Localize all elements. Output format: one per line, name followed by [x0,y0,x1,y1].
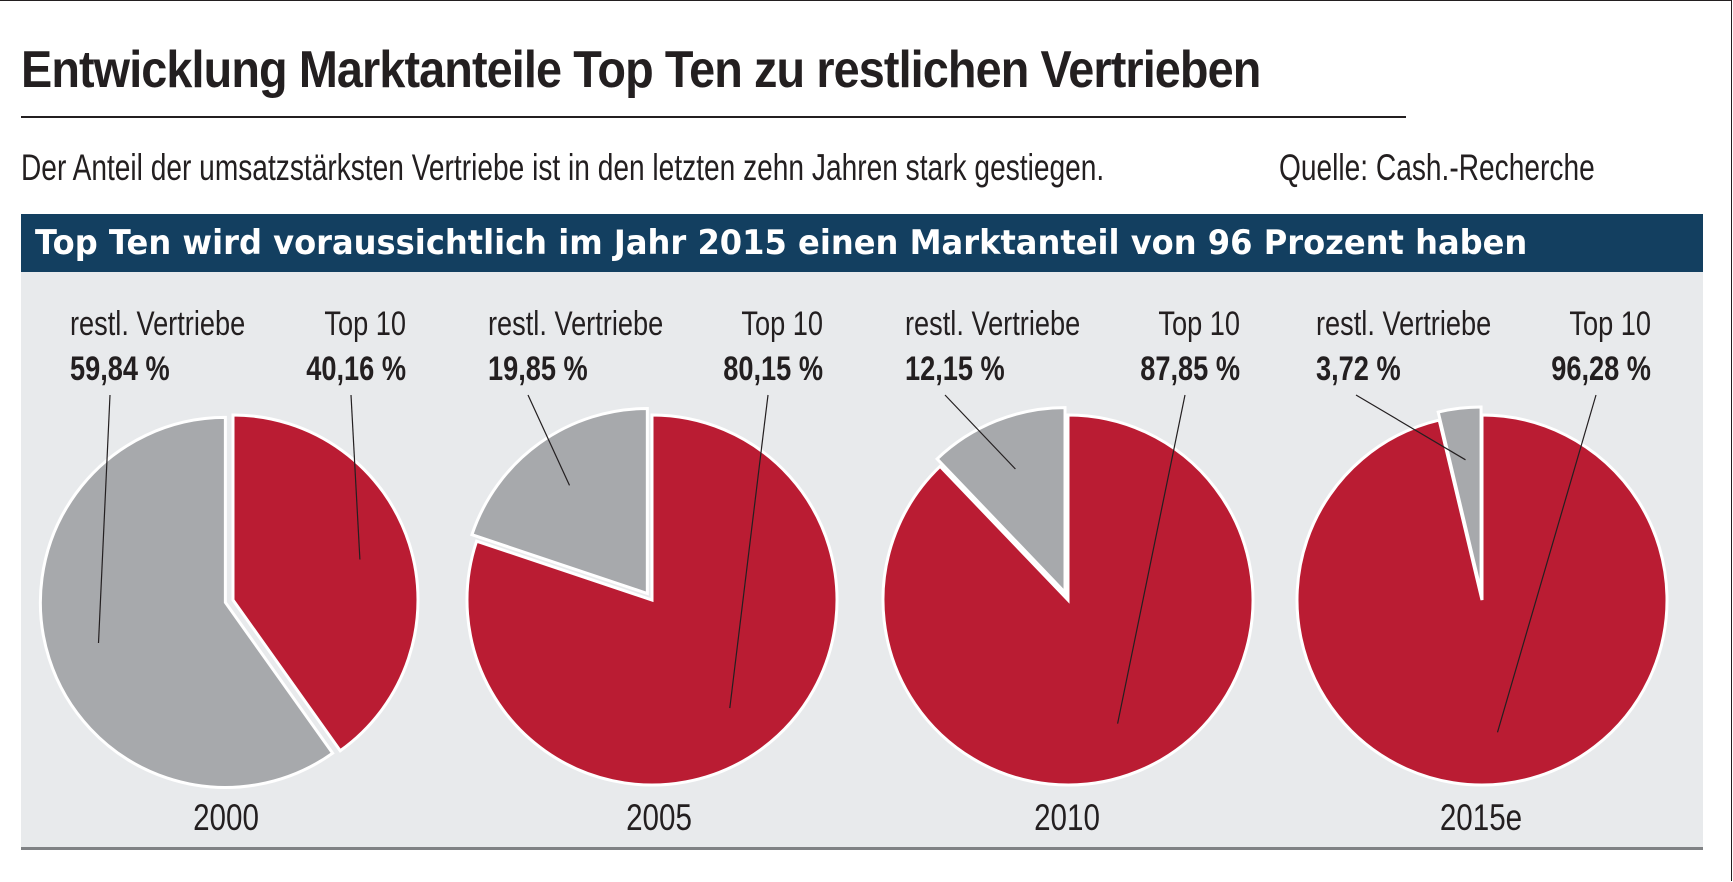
leader-line-rest-2015e [1355,394,1466,461]
label-top10-name-2010: Top 10 [1158,304,1240,343]
label-top10-value-2005: 80,15 % [723,349,823,388]
slice-rest-2000 [38,415,335,789]
leader-line-top10-2005 [729,394,769,709]
label-rest-value-2000: 59,84 % [70,349,170,388]
label-rest-value-2015e: 3,72 % [1316,349,1401,388]
pie-2010 [881,394,1255,787]
leader-line-rest-2005 [527,394,571,486]
label-top10-value-2015e: 96,28 % [1551,349,1651,388]
label-rest-value-2005: 19,85 % [488,349,588,388]
leader-line-rest-2000 [97,394,111,644]
label-top10-value-2000: 40,16 % [306,349,406,388]
label-rest-name-2005: restl. Vertriebe [488,304,663,343]
slice-top10-2015e [1295,413,1669,787]
label-top10-name-2005: Top 10 [741,304,823,343]
chart-title: Entwicklung Marktanteile Top Ten zu rest… [21,41,1261,99]
label-rest-name-2010: restl. Vertriebe [905,304,1080,343]
pie-2000 [38,394,420,789]
label-rest-value-2010: 12,15 % [905,349,1005,388]
label-top10-name-2015e: Top 10 [1569,304,1651,343]
pie-2005 [465,394,839,787]
slice-top10-2010 [881,413,1255,787]
label-top10-name-2000: Top 10 [324,304,406,343]
year-label-2000: 2000 [193,798,259,839]
label-rest-name-2000: restl. Vertriebe [70,304,245,343]
pie-2015e [1295,394,1669,787]
slice-top10-2000 [231,413,420,753]
leader-line-top10-2000 [350,394,361,560]
slice-rest-2015e [1436,405,1483,593]
label-rest-name-2015e: restl. Vertriebe [1316,304,1491,343]
slice-rest-2010 [934,406,1067,597]
source-note: Quelle: Cash.-Recherche [1279,147,1595,188]
panel-bottom-rule [21,847,1703,850]
label-top10-value-2010: 87,85 % [1140,349,1240,388]
slice-rest-2005 [470,407,649,596]
leader-line-rest-2010 [944,394,1016,470]
slice-top10-2005 [465,413,839,787]
headline-banner: Top Ten wird voraussichtlich im Jahr 201… [21,214,1703,272]
chart-subtitle: Der Anteil der umsatzstärksten Vertriebe… [21,147,1105,188]
leader-line-top10-2015e [1496,394,1597,733]
title-divider [21,116,1406,118]
year-label-2005: 2005 [626,798,692,839]
year-label-2015e: 2015e [1440,798,1522,839]
year-label-2010: 2010 [1034,798,1100,839]
banner-text: Top Ten wird voraussichtlich im Jahr 201… [35,223,1528,263]
leader-line-top10-2010 [1117,394,1186,724]
